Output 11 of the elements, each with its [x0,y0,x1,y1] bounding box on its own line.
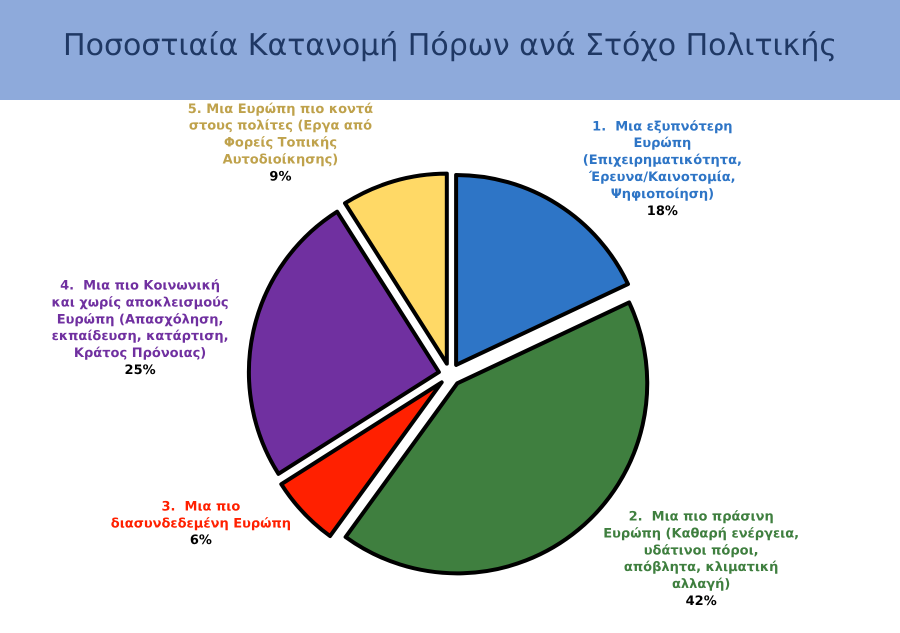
data-label: 6% [190,533,212,548]
slice-label: 2. Μια πιο πράσινη Ευρώπη (Καθαρή ενέργεια, υδάτινοι πόροι, απόβλητα, κλιματική αλλαγή) [603,510,800,592]
data-label: 9% [269,169,292,184]
data-label: 18% [646,204,678,219]
slice-label: 1. Μια εξυπνότερη Ευρώπη (Επιχειρηματικότητα, Έρευνα/Καινοτομία, Ψηφιοποίηση) [582,119,742,202]
data-label: 42% [686,594,717,610]
slice-label: 3. Μια πιο διασυνδεδεμένη Ευρώπη [110,499,292,532]
slice-label: 5. Μια Ευρώπη πιο κοντά στους πολίτες (Εργα από Φορείς Τοπικής Αυτοδιοίκησης) [188,102,374,168]
chart-title: Ποσοστιαία Κατανομή Πόρων ανά Στόχο Πολιτικής [63,28,837,63]
data-label: 25% [124,363,156,378]
slice-label: 4. Μια πιο Κοινωνική και χωρίς αποκλεισμούς Ευρώπη (Απασχόληση, εκπαίδευση, κατάρτιση, Κράτος Πρόνοιας) [52,278,229,362]
